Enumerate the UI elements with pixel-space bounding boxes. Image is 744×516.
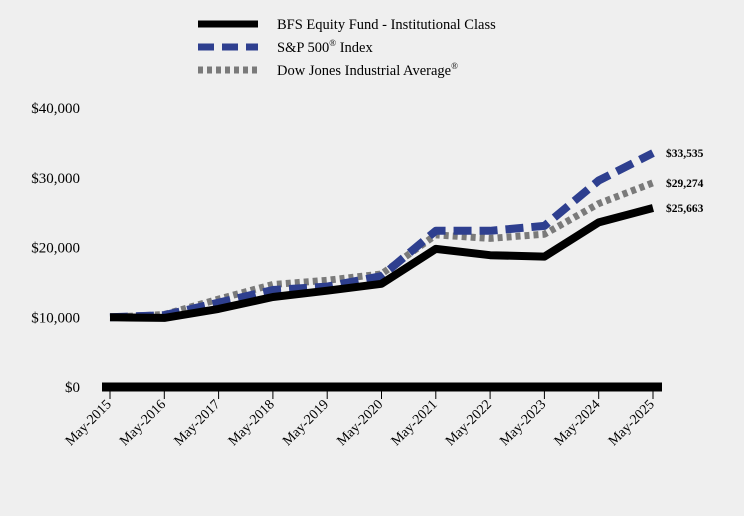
y-axis: $0 $10,000 $20,000 $30,000 $40,000 xyxy=(31,101,80,396)
x-tick-label: May-2022 xyxy=(443,397,495,449)
end-label-djia: $29,274 xyxy=(666,177,704,190)
series-line-sp500 xyxy=(109,149,655,322)
series-lines xyxy=(109,149,655,322)
x-tick-label: May-2021 xyxy=(389,397,441,449)
y-tick-label: $0 xyxy=(65,380,80,396)
y-tick-label: $40,000 xyxy=(31,101,80,117)
x-axis: May-2015 May-2016 May-2017 May-2018 May-2019… xyxy=(63,382,662,449)
end-labels: $25,663 $33,535 $29,274 xyxy=(666,147,704,215)
end-label-sp500: $33,535 xyxy=(666,147,704,160)
y-tick-label: $20,000 xyxy=(31,241,80,257)
x-tick-label: May-2025 xyxy=(606,397,658,449)
x-tick-label: May-2019 xyxy=(280,397,332,449)
y-tick-label: $10,000 xyxy=(31,310,80,326)
series-line-bfs xyxy=(109,204,655,322)
x-tick-label: May-2016 xyxy=(117,397,169,449)
y-tick-label: $30,000 xyxy=(31,171,80,187)
x-tick-label: May-2017 xyxy=(172,397,224,449)
legend-label-bfs: BFS Equity Fund - Institutional Class xyxy=(277,17,496,33)
legend-label-sp500: S&P 500® Index xyxy=(277,38,373,56)
end-label-bfs: $25,663 xyxy=(666,202,704,215)
x-tick-label: May-2015 xyxy=(63,397,115,449)
legend-label-djia: Dow Jones Industrial Average® xyxy=(277,61,458,79)
x-tick-label: May-2020 xyxy=(334,397,386,449)
x-tick-label: May-2018 xyxy=(226,397,278,449)
x-tick-label: May-2023 xyxy=(497,397,549,449)
legend: BFS Equity Fund - Institutional Class S&… xyxy=(198,17,496,79)
series-line-djia xyxy=(109,179,655,321)
x-tick-label: May-2024 xyxy=(552,397,604,449)
